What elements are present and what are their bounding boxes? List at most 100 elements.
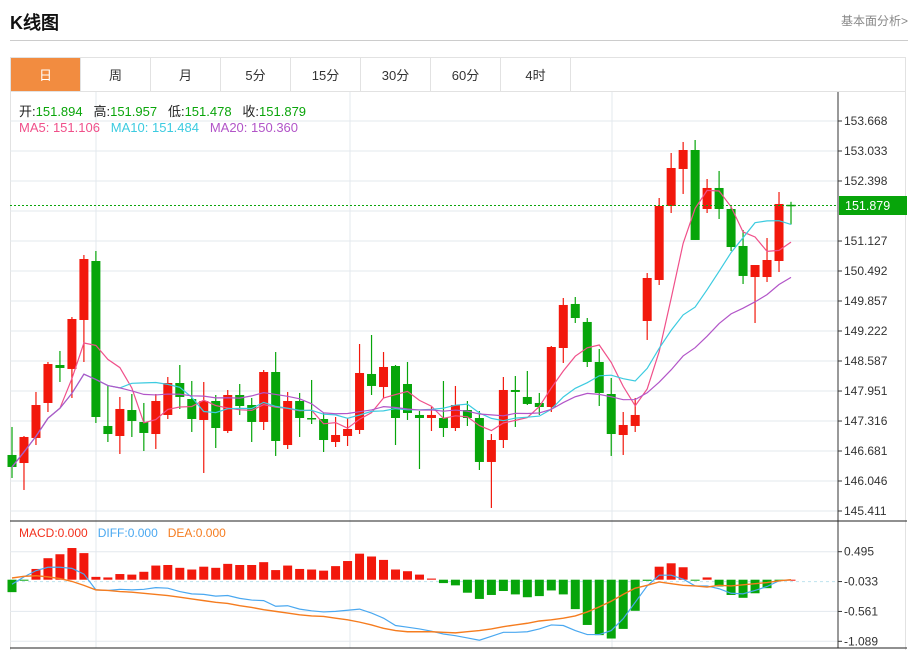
ma10-value: MA10: 151.484 <box>110 120 199 135</box>
candle-body <box>414 414 424 418</box>
macd-bar <box>91 576 101 580</box>
macd-bar <box>187 569 197 580</box>
macd-bar <box>151 565 161 580</box>
candle <box>582 318 592 367</box>
candle-body <box>355 372 365 430</box>
candle-body <box>558 304 568 349</box>
candle-body <box>450 405 460 429</box>
macd-bar <box>307 569 317 580</box>
tab-30min[interactable]: 30分 <box>361 58 431 91</box>
candle-body <box>7 454 17 467</box>
candle-body <box>510 389 520 392</box>
macd-bar <box>582 579 592 625</box>
tab-month[interactable]: 月 <box>151 58 221 91</box>
candle <box>67 317 77 398</box>
chart-frame <box>10 92 906 650</box>
tab-week[interactable]: 周 <box>81 58 151 91</box>
price-tick-label: 150.492 <box>844 264 888 278</box>
candle-body <box>654 205 664 280</box>
macd-bar <box>738 579 748 598</box>
candle-body <box>618 424 628 436</box>
dea-line <box>11 575 792 634</box>
candle <box>127 394 137 437</box>
diff-line <box>11 566 792 641</box>
ohlc-info: 开:151.894 高:151.957 低:151.478 收:151.879 <box>19 101 306 120</box>
candle <box>450 385 460 431</box>
macd-bar <box>654 566 664 580</box>
macd-tick-label: -0.561 <box>844 604 878 618</box>
macd-info: MACD:0.000 DIFF:0.000 DEA:0.000 <box>19 526 226 540</box>
macd-bar <box>7 579 17 593</box>
macd-bar <box>522 579 532 598</box>
candle <box>546 346 556 413</box>
macd-bar <box>67 548 77 580</box>
candle-body <box>474 417 484 462</box>
macd-bar <box>355 553 365 580</box>
candle-body <box>714 187 724 209</box>
candle <box>654 197 664 285</box>
candle-body <box>175 382 185 397</box>
macd-bar <box>79 553 89 580</box>
candle <box>498 377 508 448</box>
price-tick-label: 149.857 <box>844 294 888 308</box>
divider <box>10 40 908 41</box>
candle-body <box>235 394 245 407</box>
macd-bar <box>438 579 448 584</box>
candle-body <box>738 245 748 276</box>
candle-body <box>283 400 293 446</box>
candle <box>7 426 17 478</box>
macd-bar <box>450 579 460 586</box>
low-value: 151.478 <box>184 104 232 119</box>
tab-4hour[interactable]: 4时 <box>501 58 571 91</box>
candle-body <box>522 396 532 404</box>
candle <box>690 139 700 240</box>
candle <box>462 400 472 426</box>
ma10-line <box>11 220 792 468</box>
candle-body <box>570 303 580 319</box>
macd-bar <box>606 579 616 639</box>
candle <box>223 389 233 433</box>
tab-60min[interactable]: 60分 <box>431 58 501 91</box>
candle <box>115 396 125 454</box>
candle-body <box>331 435 341 442</box>
macd-bar <box>103 577 113 580</box>
price-tick-label: 149.222 <box>844 324 888 338</box>
price-tick-label: 146.046 <box>844 474 888 488</box>
macd-tick-label: 0.495 <box>844 545 874 559</box>
macd-bar <box>558 579 568 595</box>
macd-bar <box>247 564 257 580</box>
macd-value: MACD:0.000 <box>19 526 88 540</box>
macd-bar <box>618 579 628 629</box>
tab-5min[interactable]: 5分 <box>221 58 291 91</box>
candle-body <box>498 389 508 441</box>
high-label: 高: <box>93 104 111 119</box>
candle <box>474 411 484 471</box>
macd-bar <box>666 563 676 580</box>
macd-bar <box>498 579 508 592</box>
candle-body <box>43 364 53 403</box>
candle <box>259 370 269 430</box>
candle-body <box>690 150 700 240</box>
candle-body <box>79 259 89 320</box>
low-label: 低: <box>167 104 185 119</box>
macd-bar <box>414 574 424 580</box>
candle-body <box>103 425 113 435</box>
candle <box>606 377 616 456</box>
candle <box>570 296 580 324</box>
candle <box>558 297 568 363</box>
fundamental-analysis-link[interactable]: 基本面分析> <box>840 14 908 28</box>
close-value: 151.879 <box>259 104 307 119</box>
candle-body <box>127 410 137 421</box>
candle-body <box>594 361 604 393</box>
tab-15min[interactable]: 15分 <box>291 58 361 91</box>
candle <box>666 152 676 214</box>
macd-bar <box>223 563 233 580</box>
macd-bar <box>702 577 712 580</box>
page-title: K线图 <box>10 13 59 33</box>
candle-body <box>678 150 688 169</box>
macd-bar <box>331 566 341 580</box>
tab-day[interactable]: 日 <box>11 58 81 91</box>
candle <box>91 250 101 424</box>
candle-body <box>295 400 305 418</box>
